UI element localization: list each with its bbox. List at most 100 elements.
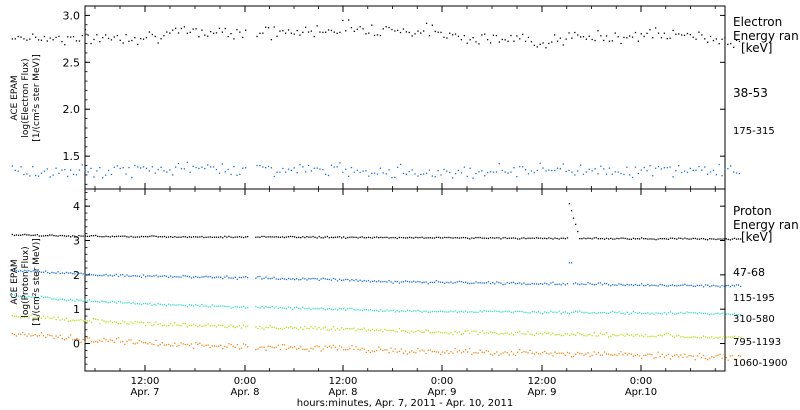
data-point	[281, 277, 284, 279]
data-point	[195, 28, 197, 30]
data-point	[117, 300, 120, 303]
data-point	[287, 306, 290, 308]
data-point	[70, 36, 72, 38]
data-point	[402, 352, 405, 354]
data-point	[471, 282, 473, 284]
data-point	[521, 310, 523, 313]
data-point	[105, 339, 107, 341]
data-point	[659, 334, 661, 336]
data-point	[169, 169, 171, 171]
data-point	[239, 173, 241, 175]
data-point	[637, 40, 639, 42]
data-point	[680, 336, 682, 338]
data-point	[719, 336, 721, 338]
data-point	[655, 312, 657, 314]
data-point	[661, 313, 663, 315]
data-point	[577, 230, 579, 233]
data-point	[591, 38, 593, 41]
data-point	[446, 236, 448, 239]
data-point	[626, 166, 628, 168]
data-point	[103, 236, 105, 238]
data-point	[328, 329, 330, 331]
data-point	[201, 325, 203, 327]
data-point	[70, 272, 72, 274]
data-point	[192, 323, 195, 325]
data-point	[429, 311, 431, 313]
data-point	[198, 167, 200, 170]
data-point	[117, 275, 120, 278]
data-point	[439, 237, 442, 239]
data-point	[154, 172, 156, 174]
data-point	[572, 217, 575, 219]
data-point	[238, 236, 241, 238]
data-point	[228, 277, 230, 279]
data-point	[151, 275, 153, 278]
data-point	[467, 282, 469, 284]
data-point	[628, 334, 630, 337]
data-point	[282, 167, 284, 170]
data-point	[425, 329, 427, 331]
data-point	[90, 321, 93, 323]
data-point	[273, 236, 275, 238]
data-point	[72, 339, 74, 341]
data-point	[723, 238, 725, 240]
data-point	[215, 236, 218, 238]
data-point	[384, 280, 386, 283]
data-point	[67, 235, 70, 237]
data-point	[132, 236, 134, 238]
data-point	[224, 235, 226, 237]
data-point	[614, 238, 616, 240]
data-point	[46, 40, 48, 42]
data-point	[475, 41, 477, 43]
data-point	[591, 354, 593, 357]
data-point	[442, 351, 444, 353]
data-point	[147, 343, 149, 345]
data-point	[545, 170, 547, 172]
data-point	[632, 284, 635, 287]
data-point	[692, 36, 694, 38]
data-point	[207, 306, 209, 308]
data-point	[614, 284, 616, 286]
data-point	[45, 317, 47, 320]
data-point	[666, 167, 668, 169]
data-point	[641, 313, 643, 315]
data-point	[29, 175, 31, 177]
data-point	[638, 335, 641, 337]
series-38-53	[11, 19, 741, 49]
data-point	[90, 167, 92, 170]
data-point	[203, 305, 205, 307]
data-point	[640, 33, 642, 35]
data-point	[345, 168, 347, 170]
data-point	[51, 298, 53, 300]
data-point	[312, 235, 314, 238]
data-point	[210, 31, 212, 33]
data-point	[279, 30, 281, 32]
data-point	[605, 312, 608, 314]
data-point	[285, 278, 288, 281]
data-point	[368, 175, 370, 177]
data-point	[59, 272, 61, 275]
data-point	[433, 281, 436, 283]
data-point	[709, 337, 711, 339]
data-point	[23, 38, 25, 40]
data-point	[624, 313, 626, 315]
data-point	[676, 335, 678, 337]
data-point	[376, 349, 378, 352]
data-point	[577, 311, 579, 313]
data-point	[692, 285, 694, 287]
data-point	[61, 169, 63, 171]
data-point	[302, 277, 304, 279]
data-point	[166, 171, 168, 173]
data-point	[487, 310, 490, 312]
data-point	[175, 166, 177, 168]
data-point	[616, 237, 618, 240]
xtick-0-time: 12:00	[131, 376, 160, 387]
data-point	[450, 351, 452, 353]
data-point	[626, 333, 628, 335]
data-point	[294, 346, 296, 348]
data-point	[218, 27, 221, 29]
data-point	[322, 277, 324, 279]
data-point	[287, 29, 290, 31]
data-point	[460, 310, 463, 312]
data-point	[692, 336, 694, 338]
